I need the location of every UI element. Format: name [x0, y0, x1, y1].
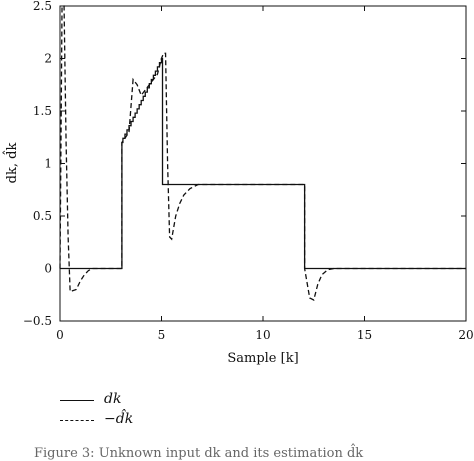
x-tick-label: 5 [158, 328, 166, 342]
y-axis-label: dk, d̂k [2, 143, 20, 184]
x-axis: 0 5 10 15 20 [56, 6, 474, 342]
line-chart: 0 5 10 15 20 −0.5 0 0.5 1 1.5 2 2.5 Sample [k] dk,… [2, 0, 474, 366]
x-tick-label: 20 [458, 328, 473, 342]
y-tick-label: 2.5 [33, 0, 52, 13]
figure-caption: Figure 3: Unknown input dk and its estim… [34, 446, 364, 461]
legend: dk −d̂k [60, 391, 260, 441]
legend-solid-line-icon [60, 400, 94, 401]
y-tick-label: 1 [44, 157, 52, 171]
y-axis: −0.5 0 0.5 1 1.5 2 2.5 [23, 0, 466, 328]
legend-item-dhat: −d̂k [60, 411, 260, 431]
series-line-dhat [59, 5, 466, 301]
x-axis-label: Sample [k] [227, 351, 298, 366]
series-line-dk [60, 57, 466, 270]
y-tick-label: 1.5 [33, 104, 52, 118]
x-tick-label: 10 [255, 328, 270, 342]
legend-label: dk [104, 391, 122, 407]
legend-label: −d̂k [104, 411, 134, 427]
y-tick-label: −0.5 [23, 314, 52, 328]
y-tick-label: 0.5 [33, 209, 52, 223]
y-tick-label: 0 [44, 262, 52, 276]
plot-frame [59, 5, 467, 322]
series-layer [59, 5, 466, 301]
legend-dashed-line-icon [60, 420, 94, 421]
legend-item-dk: dk [60, 391, 260, 411]
x-tick-label: 15 [357, 328, 372, 342]
y-tick-label: 2 [44, 52, 52, 66]
x-tick-label: 0 [56, 328, 64, 342]
